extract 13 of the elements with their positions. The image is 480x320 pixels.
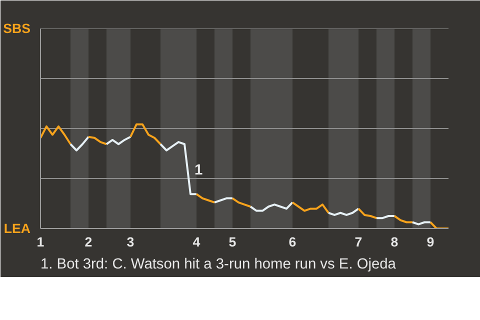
annotation: 1 [194, 162, 203, 179]
x-tick-label: 2 [84, 234, 92, 250]
x-tick-label: 1 [36, 234, 45, 250]
x-tick-label: 9 [426, 234, 434, 250]
text: 1. Bot 3rd: C. Watson hit a 3-run home run vs E. Ojeda [40, 256, 397, 272]
text: SBS [3, 21, 31, 36]
text: LEA [4, 221, 31, 236]
x-tick-label: 5 [228, 234, 237, 250]
x-tick-label: 7 [354, 234, 362, 250]
x-tick-label: 3 [126, 234, 134, 250]
x-tick-label: 8 [390, 234, 398, 250]
x-tick-label: 4 [192, 234, 201, 250]
x-tick-label: 6 [288, 234, 296, 250]
